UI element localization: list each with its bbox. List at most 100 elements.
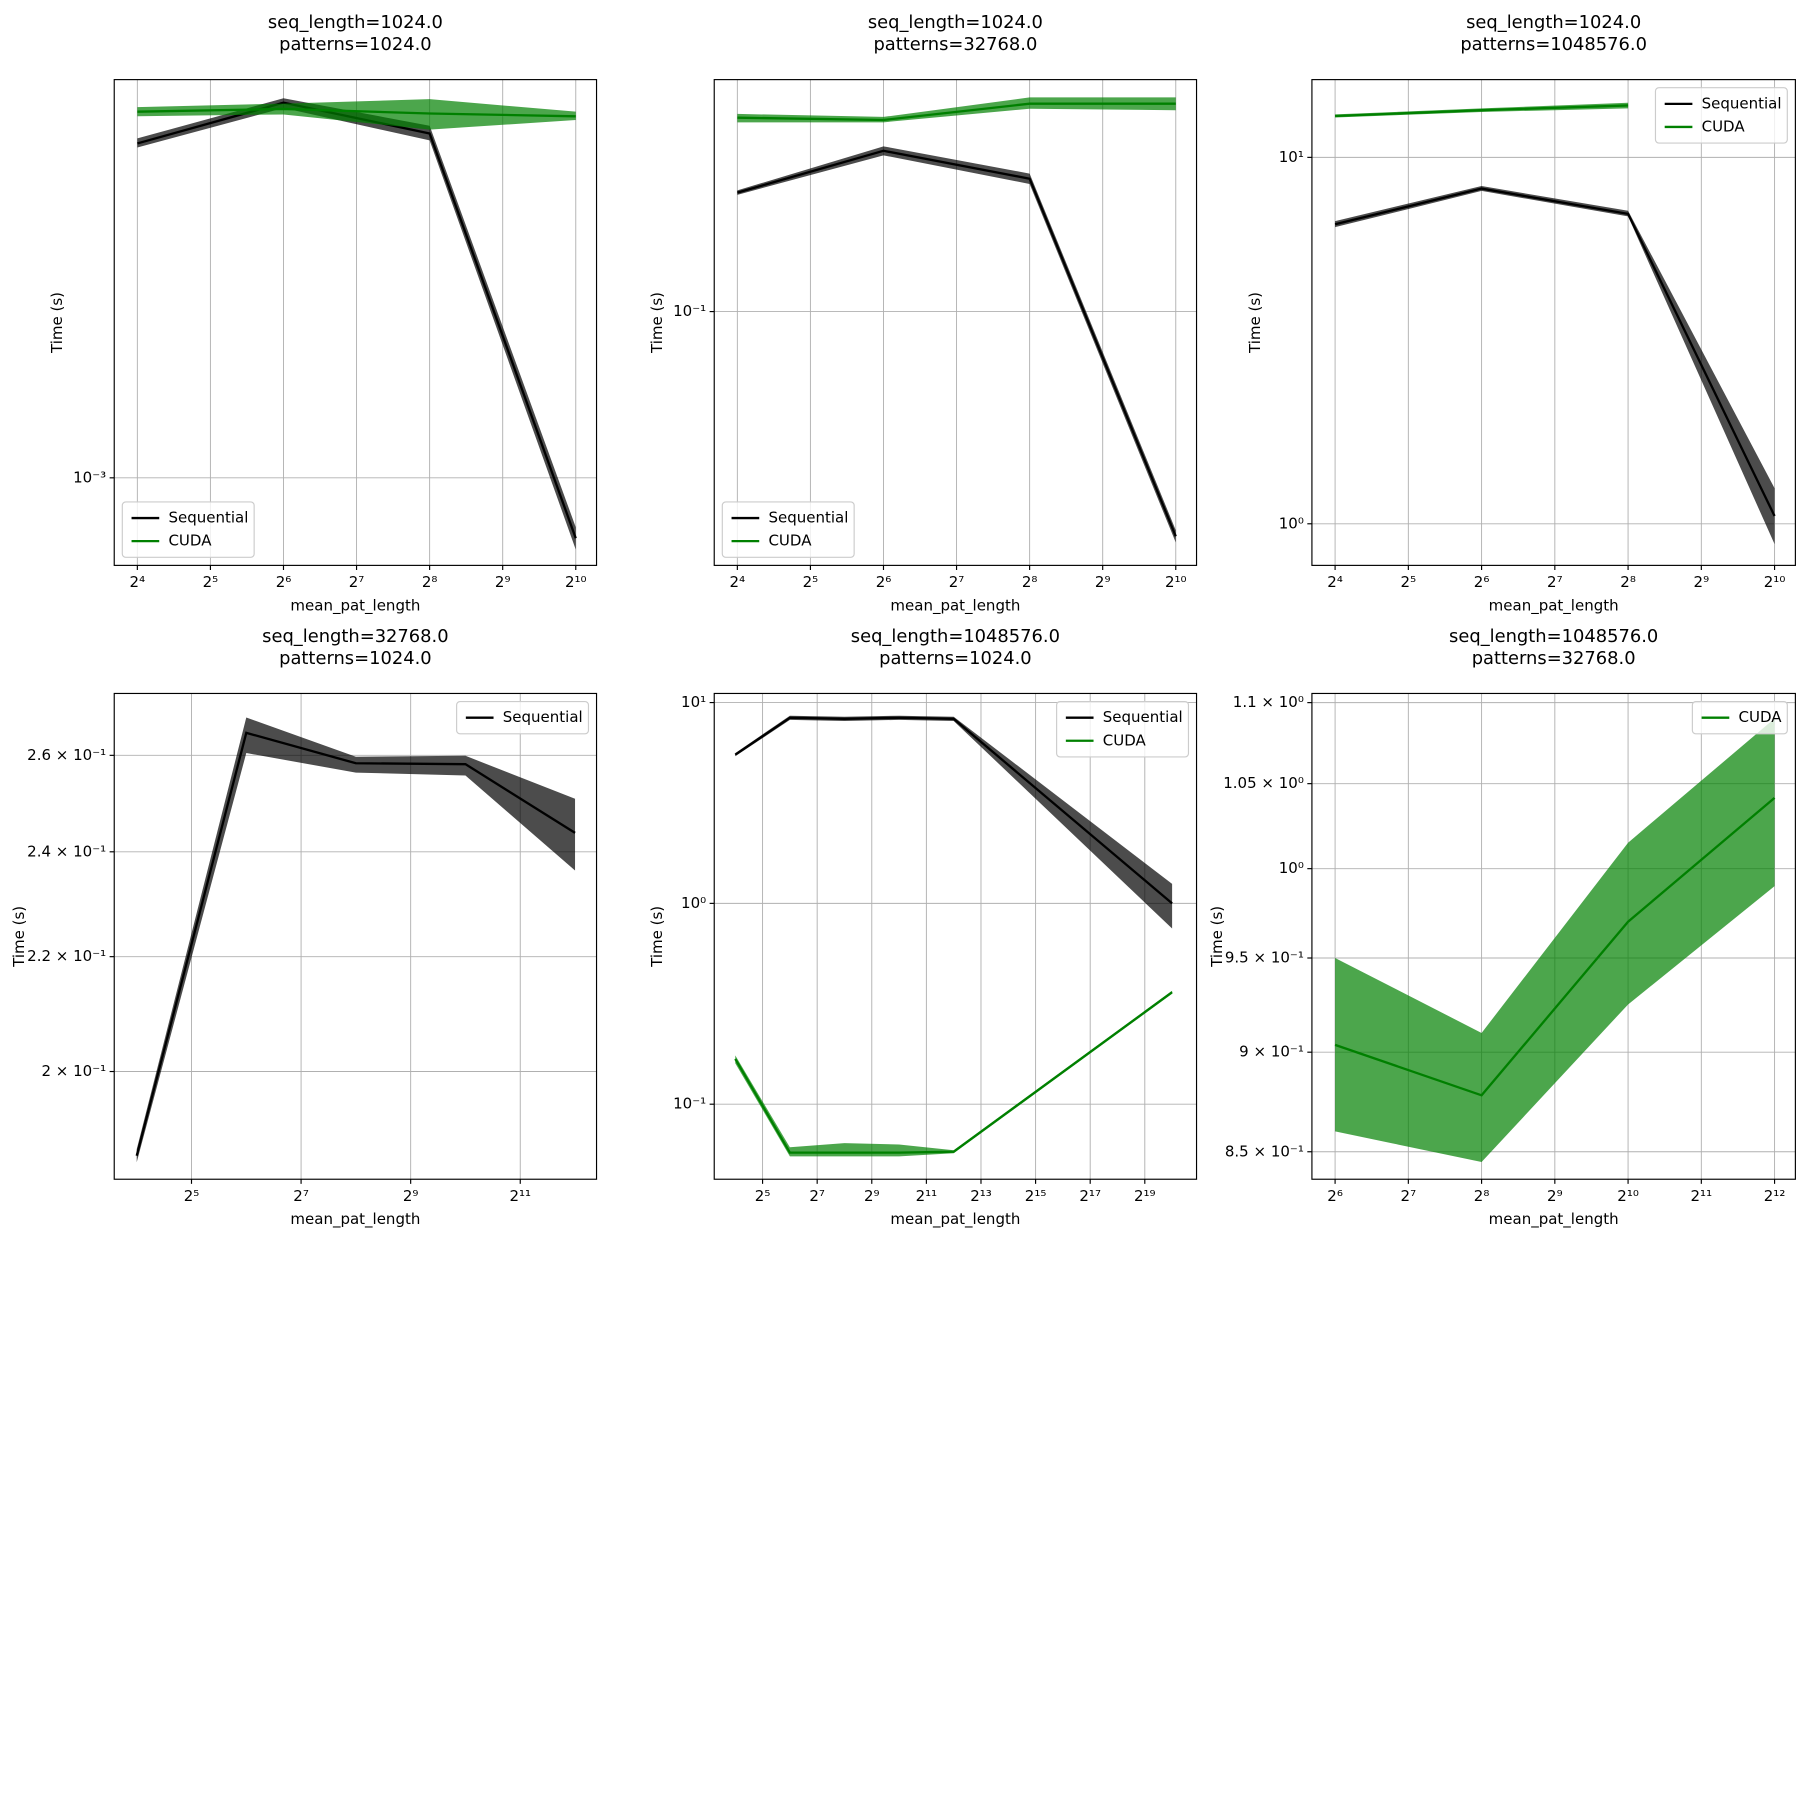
x-tick-label: 2⁶ bbox=[876, 573, 892, 591]
y-axis-label: Time (s) bbox=[1208, 906, 1226, 968]
subplot-title: seq_length=1048576.0 bbox=[851, 626, 1060, 647]
subplot-title: seq_length=1048576.0 bbox=[1449, 626, 1658, 647]
x-tick-label: 2⁸ bbox=[1620, 573, 1636, 591]
plot-frame bbox=[113, 692, 598, 1180]
x-tick-label: 2⁷ bbox=[1401, 1187, 1417, 1205]
y-tick-label: 10⁰ bbox=[1279, 859, 1304, 877]
legend: Sequential CUDA bbox=[721, 501, 855, 558]
y-tick-label: 2.2 × 10⁻¹ bbox=[27, 947, 106, 965]
y-tick-label: 1.1 × 10⁰ bbox=[1233, 693, 1304, 711]
legend-label: Sequential bbox=[1702, 94, 1782, 112]
x-tick-label: 2¹⁰ bbox=[1764, 573, 1786, 591]
subplot-subtitle: patterns=1048576.0 bbox=[1460, 34, 1647, 55]
legend-box bbox=[1691, 700, 1788, 735]
x-tick-label: 2¹¹ bbox=[1691, 1187, 1713, 1205]
x-tick-label: 2⁹ bbox=[1095, 573, 1111, 591]
y-tick-label: 10¹ bbox=[681, 693, 706, 711]
series-line bbox=[737, 102, 1176, 122]
x-tick-label: 2¹⁷ bbox=[1079, 1187, 1101, 1205]
series-line bbox=[135, 731, 576, 1157]
series-line bbox=[734, 991, 1173, 1154]
series-line bbox=[737, 149, 1177, 537]
subplot-subtitle: patterns=32768.0 bbox=[873, 34, 1037, 55]
subplot-title: seq_length=1024.0 bbox=[1466, 12, 1641, 33]
y-tick-label: 10⁰ bbox=[1279, 514, 1304, 532]
x-tick-label: 2⁵ bbox=[803, 573, 819, 591]
x-tick-label: 2¹⁹ bbox=[1134, 1187, 1156, 1205]
legend: Sequential CUDA bbox=[1654, 87, 1788, 144]
x-axis-label: mean_pat_length bbox=[1489, 1210, 1619, 1229]
series-line bbox=[137, 107, 576, 118]
x-tick-label: 2¹² bbox=[1764, 1187, 1786, 1205]
legend-label: Sequential bbox=[168, 509, 248, 527]
subplot-title: seq_length=1024.0 bbox=[868, 12, 1043, 33]
y-tick-label: 10⁻¹ bbox=[673, 1095, 706, 1113]
plot-frame bbox=[1311, 79, 1796, 566]
y-axis-label: Time (s) bbox=[48, 292, 66, 354]
x-tick-label: 2¹³ bbox=[970, 1187, 992, 1205]
x-axis-label: mean_pat_length bbox=[1489, 596, 1619, 615]
y-tick-label: 9.5 × 10⁻¹ bbox=[1225, 949, 1304, 967]
y-axis-label: Time (s) bbox=[648, 906, 666, 968]
x-tick-label: 2⁵ bbox=[184, 1187, 200, 1205]
y-axis-label: Time (s) bbox=[648, 292, 666, 354]
y-tick-label: 9 × 10⁻¹ bbox=[1239, 1043, 1304, 1061]
x-tick-label: 2⁷ bbox=[949, 573, 965, 591]
legend-box bbox=[456, 700, 590, 735]
legend-label: Sequential bbox=[503, 708, 583, 726]
y-tick-label: 1.05 × 10⁰ bbox=[1223, 774, 1304, 792]
x-tick-label: 2¹⁵ bbox=[1025, 1187, 1047, 1205]
x-tick-label: 2⁷ bbox=[1547, 573, 1563, 591]
x-tick-label: 2⁹ bbox=[495, 573, 511, 591]
y-tick-label: 8.5 × 10⁻¹ bbox=[1225, 1142, 1304, 1160]
y-tick-label: 2.4 × 10⁻¹ bbox=[27, 842, 106, 860]
legend-label: CUDA bbox=[1103, 731, 1147, 749]
x-tick-label: 2⁵ bbox=[1401, 573, 1417, 591]
subplot-subtitle: patterns=1024.0 bbox=[279, 34, 432, 55]
x-axis-label: mean_pat_length bbox=[290, 596, 420, 615]
y-tick-label: 10⁻³ bbox=[73, 468, 106, 486]
legend: Sequential CUDA bbox=[1056, 700, 1190, 758]
x-tick-label: 2⁸ bbox=[1022, 573, 1038, 591]
error-band bbox=[136, 717, 576, 1163]
x-tick-label: 2¹⁰ bbox=[1165, 573, 1187, 591]
x-axis-label: mean_pat_length bbox=[290, 1210, 420, 1229]
x-tick-label: 2¹¹ bbox=[509, 1187, 531, 1205]
error-band bbox=[735, 990, 1173, 1157]
plot-frame bbox=[113, 79, 598, 566]
x-tick-label: 2⁶ bbox=[1474, 573, 1490, 591]
plot-frame bbox=[1311, 692, 1796, 1180]
plot-frame bbox=[713, 79, 1198, 566]
series-line bbox=[1334, 796, 1776, 1097]
x-tick-label: 2⁵ bbox=[755, 1187, 771, 1205]
subplot-title: seq_length=32768.0 bbox=[262, 626, 448, 647]
y-tick-label: 10⁻¹ bbox=[673, 302, 706, 320]
x-tick-label: 2⁴ bbox=[730, 573, 746, 591]
x-tick-label: 2⁷ bbox=[809, 1187, 825, 1205]
legend-box bbox=[121, 501, 255, 558]
x-tick-label: 2⁷ bbox=[349, 573, 365, 591]
subplot-subtitle: patterns=1024.0 bbox=[279, 648, 432, 669]
series-line bbox=[1334, 187, 1776, 517]
x-tick-label: 2⁹ bbox=[1694, 573, 1710, 591]
subplot-subtitle: patterns=1024.0 bbox=[879, 648, 1032, 669]
legend-label: Sequential bbox=[768, 509, 848, 527]
error-band bbox=[735, 715, 1173, 929]
x-tick-label: 2⁴ bbox=[130, 573, 146, 591]
x-tick-label: 2⁷ bbox=[293, 1187, 309, 1205]
legend: Sequential CUDA bbox=[121, 501, 255, 558]
y-tick-label: 10¹ bbox=[1279, 148, 1304, 166]
x-tick-label: 2⁶ bbox=[1327, 1187, 1343, 1205]
x-tick-label: 2⁵ bbox=[203, 573, 219, 591]
x-tick-label: 2⁸ bbox=[1474, 1187, 1490, 1205]
x-tick-label: 2⁴ bbox=[1327, 573, 1343, 591]
subplot-subtitle: patterns=32768.0 bbox=[1472, 648, 1636, 669]
series-line bbox=[734, 716, 1173, 905]
legend-box bbox=[1056, 700, 1190, 758]
error-band bbox=[1335, 718, 1775, 1163]
x-tick-label: 2⁹ bbox=[403, 1187, 419, 1205]
x-tick-label: 2¹¹ bbox=[916, 1187, 938, 1205]
